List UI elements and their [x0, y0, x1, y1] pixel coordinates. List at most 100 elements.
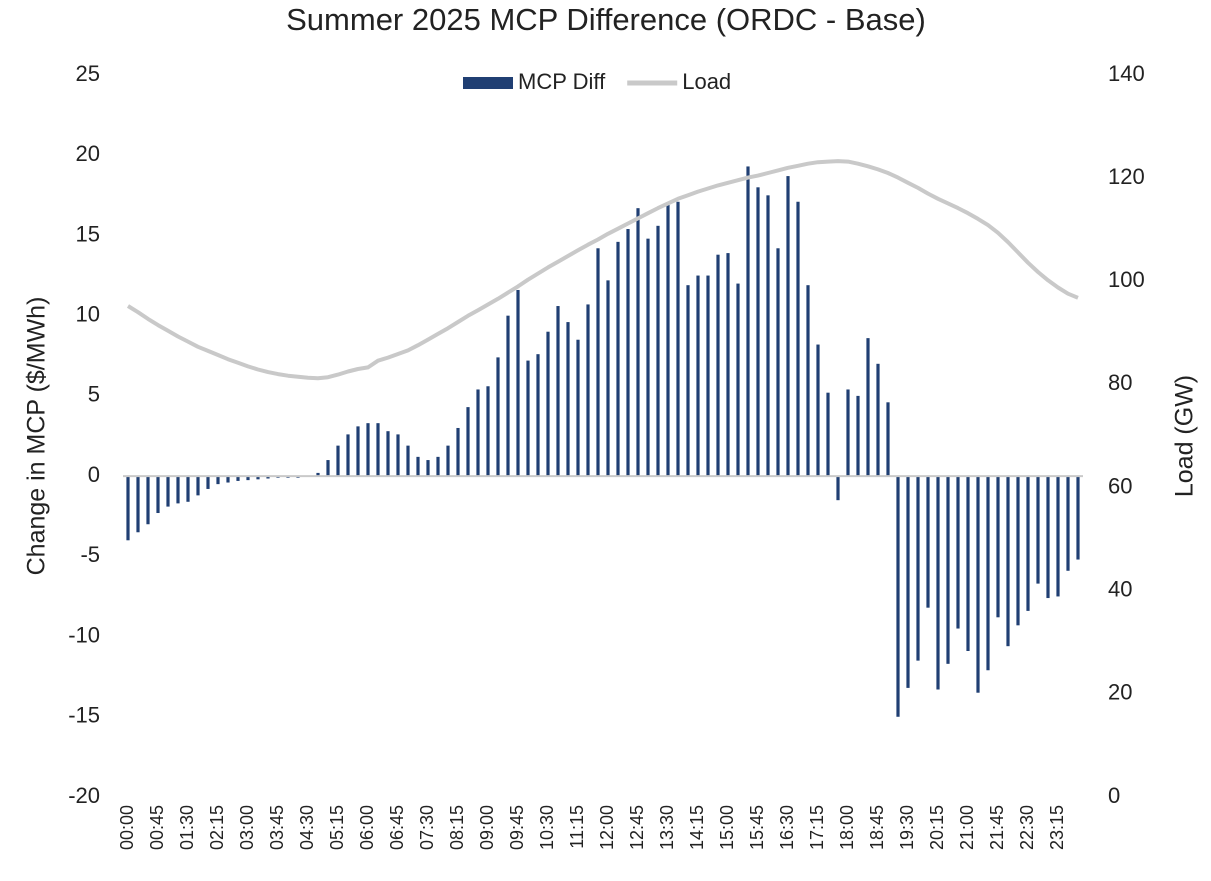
bar [906, 476, 910, 688]
y2-tick-label: 0 [1108, 783, 1120, 808]
bar [416, 456, 420, 477]
x-tick-label: 12:45 [627, 805, 647, 850]
bar [326, 460, 330, 477]
bar [976, 476, 980, 693]
y-tick-label: 15 [76, 221, 100, 246]
x-tick-label: 07:30 [417, 805, 437, 850]
bar [486, 386, 490, 477]
bar [236, 476, 240, 481]
bar [986, 476, 990, 671]
x-tick-label: 21:00 [957, 805, 977, 850]
bar [936, 476, 940, 690]
bar [136, 476, 140, 533]
bar [156, 476, 160, 514]
bar [716, 254, 720, 477]
bar [206, 476, 210, 489]
x-tick-label: 21:45 [987, 805, 1007, 850]
bar [1016, 476, 1020, 626]
x-tick-label: 15:00 [717, 805, 737, 850]
y-tick-label: 0 [88, 462, 100, 487]
bar [556, 306, 560, 477]
bar [336, 445, 340, 477]
y2-tick-label: 40 [1108, 577, 1132, 602]
x-tick-label: 05:15 [327, 805, 347, 850]
line [126, 159, 1079, 381]
bar [636, 208, 640, 477]
bar [126, 476, 130, 541]
bar [496, 357, 500, 477]
y2-tick-label: 80 [1108, 370, 1132, 395]
bar [996, 476, 1000, 618]
x-tick-label: 03:00 [237, 805, 257, 850]
x-tick-label: 00:45 [147, 805, 167, 850]
bar [856, 395, 860, 477]
x-tick-label: 23:15 [1047, 805, 1067, 850]
bar [666, 204, 670, 477]
bar [956, 476, 960, 629]
bar [176, 476, 180, 504]
bar [816, 344, 820, 477]
x-tick-label: 19:30 [897, 805, 917, 850]
bar [786, 176, 790, 477]
bar [826, 392, 830, 477]
bar [1036, 476, 1040, 584]
bar [776, 248, 780, 477]
bar [1046, 476, 1050, 599]
x-tick-label: 06:00 [357, 805, 377, 850]
x-tick-label: 18:00 [837, 805, 857, 850]
y-tick-label: 10 [76, 301, 100, 326]
x-tick-label: 11:15 [567, 805, 587, 849]
x-tick-label: 00:00 [117, 805, 137, 850]
bar [736, 283, 740, 477]
y-tick-label: -20 [68, 783, 100, 808]
bar [576, 339, 580, 477]
bar [926, 476, 930, 608]
y2-tick-label: 20 [1108, 680, 1132, 705]
bar [1076, 476, 1080, 560]
y-tick-label: -10 [68, 622, 100, 647]
y-tick-label: 25 [76, 61, 100, 86]
bar [726, 253, 730, 477]
bar [426, 460, 430, 477]
y2-tick-label: 60 [1108, 473, 1132, 498]
bar [1056, 476, 1060, 597]
x-tick-label: 06:45 [387, 805, 407, 850]
bar [696, 275, 700, 477]
bar [746, 166, 750, 477]
bar [606, 280, 610, 477]
bar [686, 285, 690, 477]
bar [966, 476, 970, 651]
bar [146, 476, 150, 525]
bar [596, 248, 600, 477]
bar [356, 426, 360, 477]
bar [756, 187, 760, 477]
bar [406, 445, 410, 477]
bar [806, 285, 810, 477]
bar [916, 476, 920, 661]
x-tick-label: 09:00 [477, 805, 497, 850]
x-tick-label: 20:15 [927, 805, 947, 850]
bar [376, 423, 380, 477]
x-tick-label: 22:30 [1017, 805, 1037, 850]
legend-swatch [463, 77, 513, 89]
x-tick-label: 08:15 [447, 805, 467, 850]
bar [256, 476, 260, 480]
bar [466, 407, 470, 477]
x-tick-label: 02:15 [207, 805, 227, 850]
bar [446, 445, 450, 477]
bar [946, 476, 950, 664]
y-tick-label: -15 [68, 703, 100, 728]
bar [526, 360, 530, 477]
bar [386, 431, 390, 477]
bar [546, 331, 550, 477]
bar [566, 322, 570, 477]
bar [836, 476, 840, 501]
bar [166, 476, 170, 507]
bar [226, 476, 230, 483]
x-tick-label: 13:30 [657, 805, 677, 850]
bar [186, 476, 190, 502]
bar [766, 195, 770, 477]
x-tick-label: 18:45 [867, 805, 887, 850]
bar [866, 338, 870, 477]
bar [346, 434, 350, 477]
